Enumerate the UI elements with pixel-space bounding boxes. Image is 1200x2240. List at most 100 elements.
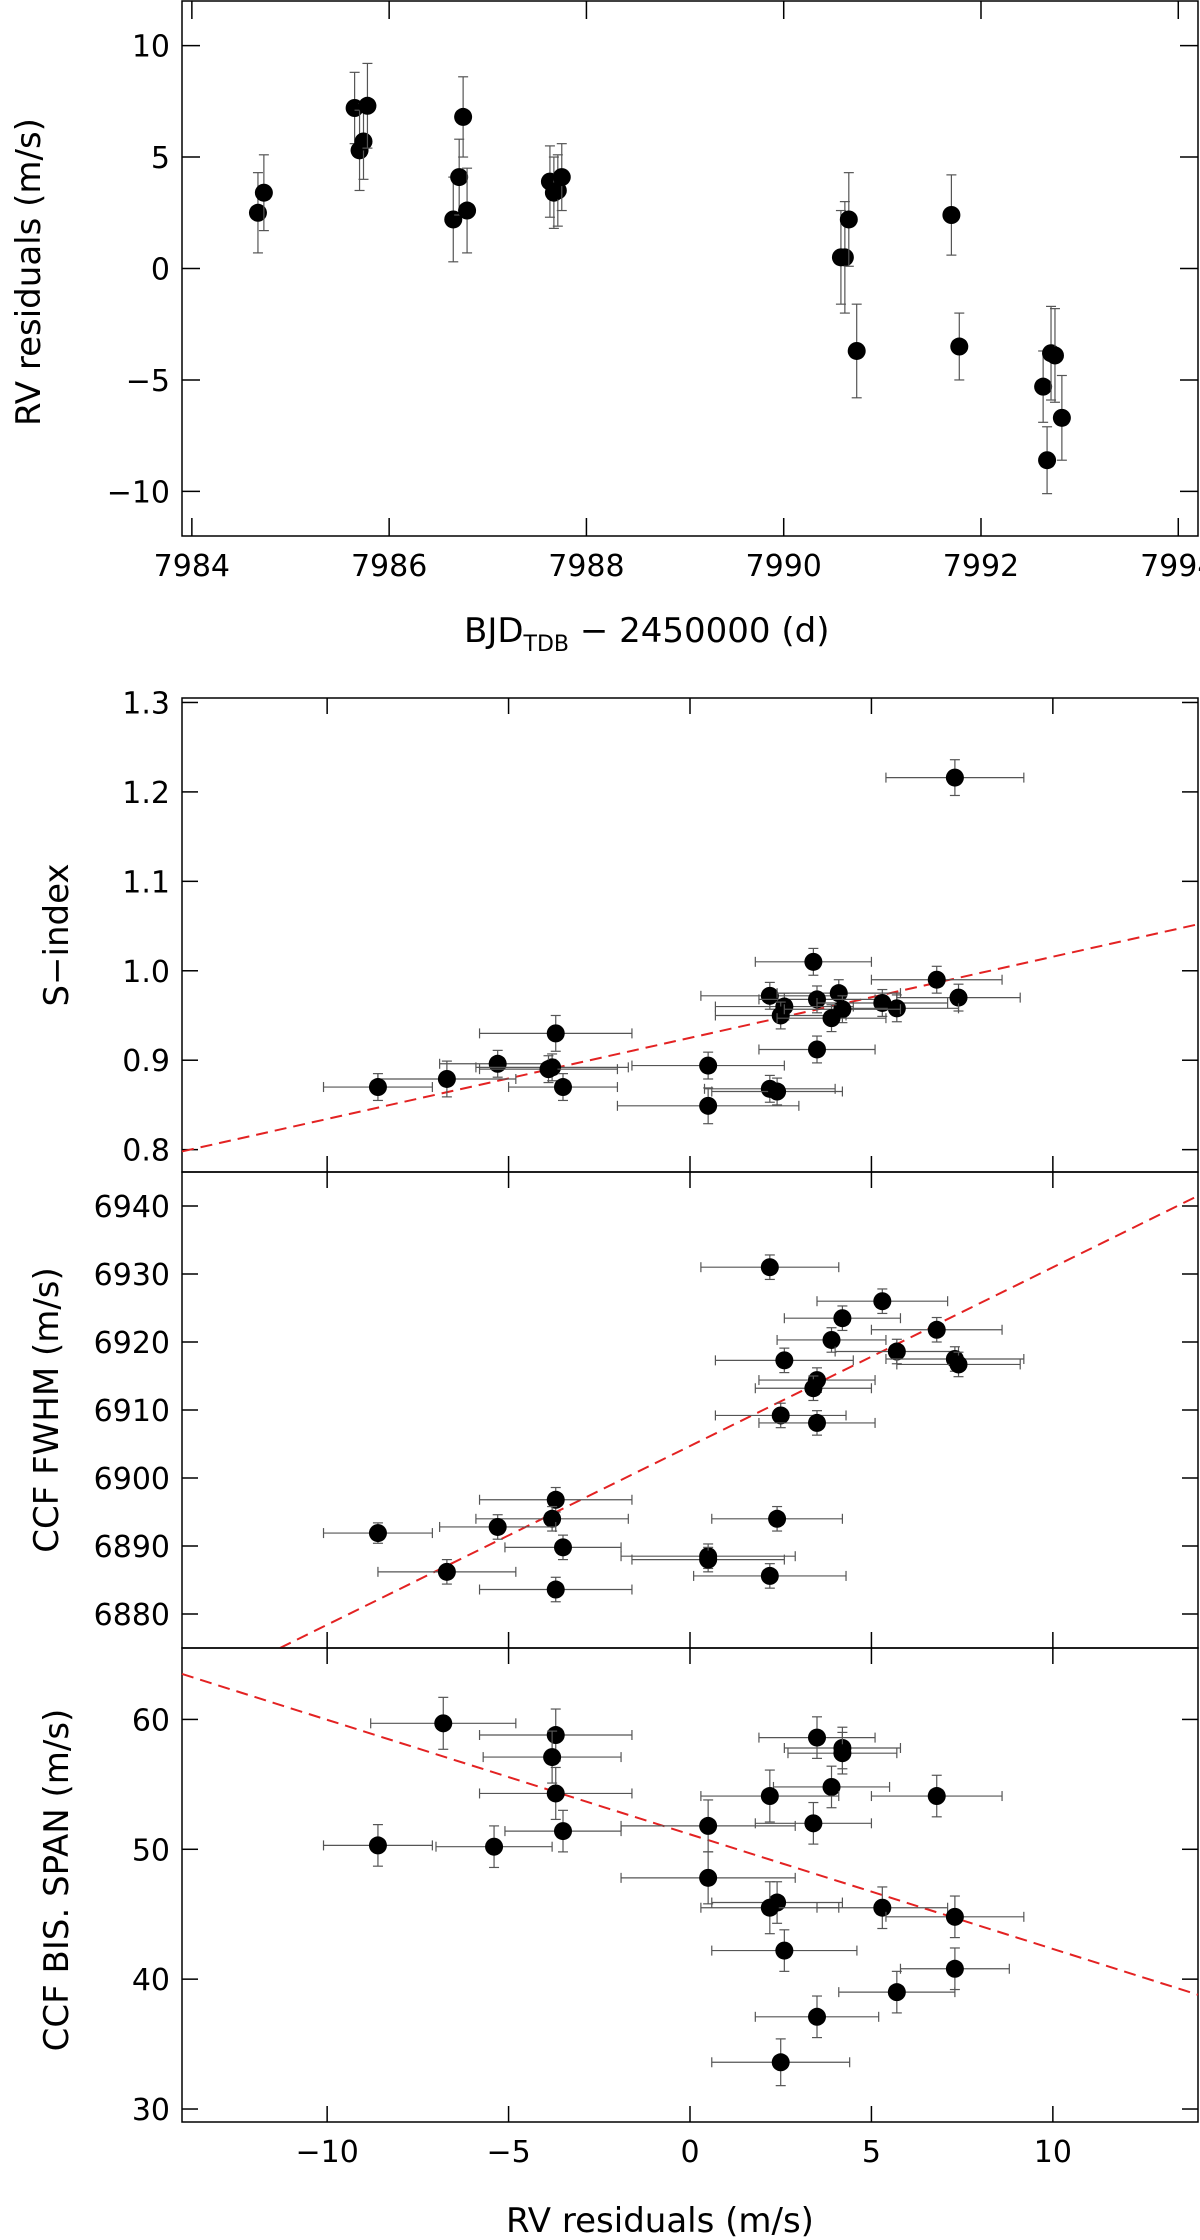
data-marker [368, 1524, 387, 1543]
data-marker [488, 1054, 507, 1073]
data-marker [950, 337, 969, 356]
y-tick-label: 1.2 [122, 776, 170, 811]
y-tick-label: 40 [132, 1963, 170, 1998]
data-marker [873, 1292, 892, 1311]
data-marker [368, 1836, 387, 1855]
data-point [870, 1774, 1003, 1818]
data-point [834, 1338, 960, 1365]
data-point [478, 1486, 633, 1513]
data-point [885, 1895, 1025, 1939]
data-marker [945, 768, 964, 787]
linear-fit-line [279, 1194, 1199, 1649]
data-marker [760, 1566, 779, 1585]
data-point [322, 1073, 433, 1102]
data-marker [488, 1517, 507, 1536]
data-marker [254, 183, 273, 202]
data-marker [949, 1355, 968, 1374]
data-point [885, 759, 1025, 797]
data-marker [768, 1509, 787, 1528]
data-marker [808, 1040, 826, 1059]
data-marker [554, 1538, 572, 1557]
y-tick-label: 50 [132, 1833, 170, 1868]
data-point [350, 109, 369, 192]
s-index-ylabel: S−index [37, 863, 77, 1006]
data-marker [699, 1096, 718, 1115]
y-tick-label: 10 [132, 30, 170, 65]
data-point [776, 979, 902, 1008]
data-point [1052, 374, 1071, 461]
data-point [711, 2038, 851, 2087]
rv-time-ylabel: RV residuals (m/s) [9, 118, 49, 426]
data-point [754, 1801, 873, 1845]
data-point [950, 312, 969, 381]
data-point [548, 154, 567, 227]
y-tick-label: 6910 [94, 1394, 170, 1429]
data-marker [873, 993, 892, 1012]
data-marker [552, 168, 571, 187]
data-marker [804, 1379, 823, 1398]
data-point [816, 988, 949, 1017]
data-marker [760, 1258, 779, 1277]
data-marker [437, 1069, 456, 1088]
y-tick-label: 1.0 [122, 955, 170, 990]
data-point [754, 1995, 880, 2039]
y-tick-label: 60 [132, 1703, 170, 1738]
x-tick-label: −10 [295, 2135, 358, 2170]
data-marker [546, 1784, 565, 1803]
data-point [700, 1254, 840, 1281]
data-point [783, 1305, 902, 1332]
data-point [816, 1886, 949, 1930]
data-point [458, 167, 477, 254]
data-point [758, 1035, 876, 1064]
y-tick-label: 0.9 [122, 1044, 170, 1079]
data-marker [771, 1406, 790, 1425]
data-point [714, 1347, 854, 1374]
data-marker [771, 2053, 790, 2072]
data-point [711, 1077, 844, 1106]
data-point [711, 1505, 844, 1532]
data-marker [546, 1490, 565, 1509]
data-marker [822, 1777, 841, 1796]
data-point [1038, 426, 1057, 495]
data-point [504, 1534, 622, 1561]
data-marker [546, 1726, 565, 1745]
linear-fit-line [181, 923, 1199, 1153]
x-tick-label: −5 [486, 2135, 530, 2170]
s-index-panel: 0.8 0.9 1.0 1.1 1.2 1.3 [122, 686, 1199, 1173]
ccf-bis-span-ylabel: CCF BIS. SPAN (m/s) [37, 1709, 77, 2052]
data-marker [945, 1959, 964, 1978]
rv-residuals-xlabel: RV residuals (m/s) [506, 2201, 814, 2240]
data-point [439, 1514, 557, 1540]
data-point [700, 1881, 840, 1935]
data-marker [450, 168, 469, 187]
data-marker [454, 107, 473, 126]
data-marker [835, 248, 854, 267]
data-marker [887, 999, 906, 1018]
data-point [478, 1576, 633, 1603]
data-point [478, 1708, 633, 1762]
data-point [552, 143, 571, 212]
data-marker [434, 1714, 453, 1733]
y-tick-label: −5 [126, 364, 170, 399]
data-marker [775, 1941, 794, 1960]
data-point [478, 1766, 633, 1821]
data-point [816, 1288, 949, 1315]
data-marker [808, 1413, 826, 1432]
plot-frame [181, 1647, 1199, 2123]
data-marker [771, 1006, 790, 1025]
data-point [450, 138, 469, 216]
y-tick-label: 6880 [94, 1598, 170, 1633]
data-point [776, 1004, 887, 1033]
data-point [370, 1696, 517, 1750]
data-point [620, 1799, 796, 1853]
data-marker [942, 206, 961, 224]
data-point [847, 303, 866, 399]
data-marker [1034, 377, 1053, 396]
data-marker [808, 2007, 826, 2026]
plot-frame [181, 1171, 1199, 1649]
data-point [693, 1563, 847, 1589]
data-point [870, 1316, 1003, 1343]
data-marker [699, 1816, 718, 1835]
y-tick-label: 1.1 [122, 865, 170, 900]
